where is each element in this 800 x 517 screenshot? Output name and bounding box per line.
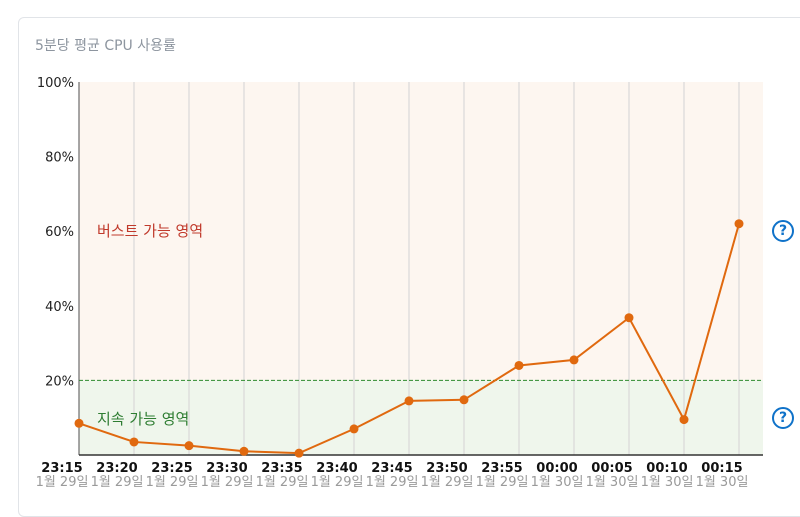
x-tick-date-label: 1월 29일 <box>91 475 144 490</box>
data-point[interactable] <box>404 396 414 406</box>
x-tick-date-label: 1월 29일 <box>421 475 474 490</box>
data-point[interactable] <box>569 355 579 365</box>
x-tick-date-label: 1월 30일 <box>641 475 694 490</box>
x-tick-label: 23:15 <box>41 461 82 476</box>
x-tick-date-label: 1월 30일 <box>696 475 749 490</box>
x-tick-label: 23:20 <box>96 461 137 476</box>
data-point[interactable] <box>459 395 469 405</box>
burst-region-label: 버스트 가능 영역 <box>97 222 203 240</box>
burst-region <box>79 82 763 381</box>
data-point[interactable] <box>349 424 359 434</box>
sustained-help-icon[interactable]: ? <box>772 407 794 429</box>
y-tick-label: 60% <box>45 225 74 240</box>
y-tick-label: 20% <box>45 374 74 389</box>
data-point[interactable] <box>514 360 524 370</box>
x-tick-label: 23:30 <box>206 461 247 476</box>
x-tick-date-label: 1월 29일 <box>476 475 529 490</box>
x-tick-date-label: 1월 29일 <box>366 475 419 490</box>
x-tick-label: 23:50 <box>426 461 467 476</box>
x-tick-label: 23:35 <box>261 461 302 476</box>
x-tick-date-label: 1월 29일 <box>311 475 364 490</box>
chart-title: 5분당 평균 CPU 사용률 <box>35 38 176 54</box>
x-tick-label: 00:10 <box>646 461 687 476</box>
x-tick-label: 00:00 <box>536 461 577 476</box>
data-point[interactable] <box>624 313 634 323</box>
y-tick-label: 80% <box>45 151 74 166</box>
x-tick-date-label: 1월 29일 <box>36 475 89 490</box>
x-tick-date-label: 1월 29일 <box>201 475 254 490</box>
data-point[interactable] <box>239 446 249 456</box>
x-tick-label: 23:25 <box>151 461 192 476</box>
x-tick-label: 23:40 <box>316 461 357 476</box>
data-point[interactable] <box>184 441 194 451</box>
x-tick-date-label: 1월 29일 <box>146 475 199 490</box>
data-point[interactable] <box>129 437 139 447</box>
data-point[interactable] <box>679 415 689 425</box>
x-tick-date-label: 1월 29일 <box>256 475 309 490</box>
sustained-region <box>79 380 763 455</box>
data-point[interactable] <box>734 219 744 229</box>
x-tick-date-label: 1월 30일 <box>586 475 639 490</box>
sustained-region-label: 지속 가능 영역 <box>97 410 189 428</box>
burst-help-icon[interactable]: ? <box>772 220 794 242</box>
data-point[interactable] <box>294 448 304 458</box>
data-point[interactable] <box>74 418 84 428</box>
y-tick-label: 40% <box>45 300 74 315</box>
x-tick-label: 00:15 <box>701 461 742 476</box>
x-tick-date-label: 1월 30일 <box>531 475 584 490</box>
x-tick-label: 00:05 <box>591 461 632 476</box>
x-tick-label: 23:55 <box>481 461 522 476</box>
x-tick-label: 23:45 <box>371 461 412 476</box>
y-tick-label: 100% <box>37 76 74 91</box>
